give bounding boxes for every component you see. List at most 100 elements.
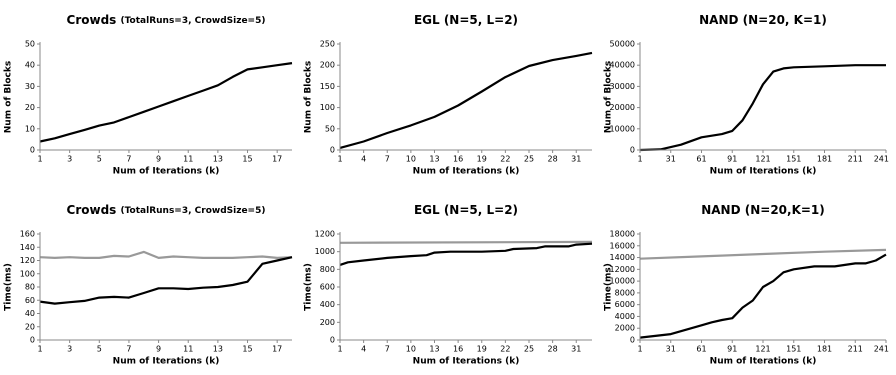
y-tick-label: 100 bbox=[20, 269, 35, 278]
y-axis-label: Num of Blocks bbox=[4, 61, 14, 134]
x-tick-label: 1 bbox=[637, 155, 642, 164]
y-tick-label: 120 bbox=[20, 256, 35, 265]
x-tick-label: 25 bbox=[524, 345, 534, 354]
x-tick-label: 5 bbox=[97, 345, 102, 354]
x-tick-label: 16 bbox=[453, 345, 463, 354]
y-tick-label: 140 bbox=[20, 243, 35, 252]
y-tick-label: 6000 bbox=[615, 300, 635, 309]
y-tick-label: 18000 bbox=[610, 230, 635, 239]
y-tick-label: 50 bbox=[25, 40, 35, 49]
x-tick-label: 13 bbox=[213, 155, 223, 164]
chart-subtitle: (TotalRuns=3, CrowdSize=5) bbox=[121, 16, 266, 26]
x-axis-label: Num of Iterations (k) bbox=[710, 167, 817, 177]
y-tick-label: 400 bbox=[320, 300, 335, 309]
x-tick-label: 1 bbox=[37, 345, 42, 354]
y-tick-label: 100 bbox=[320, 103, 335, 112]
x-tick-label: 22 bbox=[500, 345, 510, 354]
x-tick-label: 121 bbox=[755, 345, 770, 354]
x-tick-label: 5 bbox=[97, 155, 102, 164]
x-tick-label: 241 bbox=[874, 155, 889, 164]
y-tick-label: 50 bbox=[325, 124, 335, 133]
data-line bbox=[39, 256, 293, 305]
y-tick-label: 30000 bbox=[610, 82, 635, 91]
x-tick-label: 15 bbox=[242, 345, 252, 354]
x-tick-label: 1 bbox=[637, 345, 642, 354]
y-tick-label: 0 bbox=[630, 336, 635, 345]
y-tick-label: 200 bbox=[320, 318, 335, 327]
x-tick-label: 28 bbox=[548, 155, 558, 164]
chart-title-main: NAND (N=20, K=1) bbox=[699, 13, 827, 27]
x-tick-label: 151 bbox=[786, 155, 801, 164]
x-tick-label: 16 bbox=[453, 155, 463, 164]
chart-title-main: EGL (N=5, L=2) bbox=[414, 13, 518, 27]
x-tick-label: 151 bbox=[786, 345, 801, 354]
data-line bbox=[39, 62, 293, 143]
data-line bbox=[339, 242, 593, 266]
x-tick-label: 4 bbox=[361, 345, 366, 354]
y-tick-label: 600 bbox=[320, 283, 335, 292]
x-tick-label: 17 bbox=[272, 155, 282, 164]
y-axis-label: Time(ms) bbox=[304, 263, 314, 311]
y-axis-label: Num of Blocks bbox=[604, 61, 614, 134]
y-tick-label: 0 bbox=[630, 146, 635, 155]
y-axis-label: Time(ms) bbox=[604, 263, 614, 311]
y-tick-label: 250 bbox=[320, 40, 335, 49]
y-tick-label: 8000 bbox=[615, 288, 635, 297]
y-tick-label: 160 bbox=[20, 230, 35, 239]
y-tick-label: 40 bbox=[25, 61, 35, 70]
x-tick-label: 31 bbox=[571, 155, 581, 164]
data-line bbox=[339, 51, 593, 149]
y-tick-label: 20 bbox=[25, 322, 35, 331]
chart-title-main: NAND (N=20,K=1) bbox=[701, 203, 825, 217]
chart-subtitle: (TotalRuns=3, CrowdSize=5) bbox=[121, 206, 266, 216]
y-tick-label: 0 bbox=[30, 336, 35, 345]
x-tick-label: 1 bbox=[337, 155, 342, 164]
chart-title: NAND (N=20,K=1) bbox=[701, 203, 825, 217]
data-line bbox=[639, 253, 887, 339]
x-tick-label: 19 bbox=[477, 345, 487, 354]
x-tick-label: 3 bbox=[67, 345, 72, 354]
y-tick-label: 40 bbox=[25, 309, 35, 318]
y-tick-label: 16000 bbox=[610, 241, 635, 250]
x-tick-label: 10 bbox=[406, 155, 416, 164]
x-axis-label: Num of Iterations (k) bbox=[413, 167, 520, 177]
x-tick-label: 9 bbox=[156, 155, 161, 164]
x-tick-label: 7 bbox=[126, 345, 131, 354]
x-tick-label: 28 bbox=[548, 345, 558, 354]
chart-title: NAND (N=20, K=1) bbox=[699, 13, 827, 27]
x-tick-label: 22 bbox=[500, 155, 510, 164]
data-line bbox=[39, 250, 293, 259]
x-tick-label: 211 bbox=[848, 155, 863, 164]
x-tick-label: 7 bbox=[385, 345, 390, 354]
chart-title: EGL (N=5, L=2) bbox=[414, 203, 518, 217]
y-tick-label: 30 bbox=[25, 82, 35, 91]
x-tick-label: 11 bbox=[183, 155, 193, 164]
y-tick-label: 2000 bbox=[615, 324, 635, 333]
x-tick-label: 13 bbox=[213, 345, 223, 354]
x-axis-label: Num of Iterations (k) bbox=[113, 167, 220, 177]
x-tick-label: 61 bbox=[696, 155, 706, 164]
y-tick-label: 10 bbox=[25, 124, 35, 133]
x-tick-label: 13 bbox=[429, 155, 439, 164]
x-tick-label: 13 bbox=[429, 345, 439, 354]
x-tick-label: 241 bbox=[874, 345, 889, 354]
y-tick-label: 800 bbox=[320, 265, 335, 274]
x-axis-label: Num of Iterations (k) bbox=[710, 357, 817, 367]
x-tick-label: 19 bbox=[477, 155, 487, 164]
x-tick-label: 91 bbox=[727, 155, 737, 164]
x-tick-label: 15 bbox=[242, 155, 252, 164]
y-tick-label: 12000 bbox=[610, 265, 635, 274]
y-tick-label: 20000 bbox=[610, 103, 635, 112]
x-tick-label: 181 bbox=[817, 345, 832, 354]
y-tick-label: 200 bbox=[320, 61, 335, 70]
x-tick-label: 11 bbox=[183, 345, 193, 354]
y-axis-label: Time(ms) bbox=[4, 263, 14, 311]
data-line bbox=[339, 240, 593, 244]
x-tick-label: 17 bbox=[272, 345, 282, 354]
chart-title-main: EGL (N=5, L=2) bbox=[414, 203, 518, 217]
x-tick-label: 91 bbox=[727, 345, 737, 354]
y-tick-label: 0 bbox=[330, 336, 335, 345]
x-tick-label: 61 bbox=[696, 345, 706, 354]
y-axis-label: Num of Blocks bbox=[304, 61, 314, 134]
